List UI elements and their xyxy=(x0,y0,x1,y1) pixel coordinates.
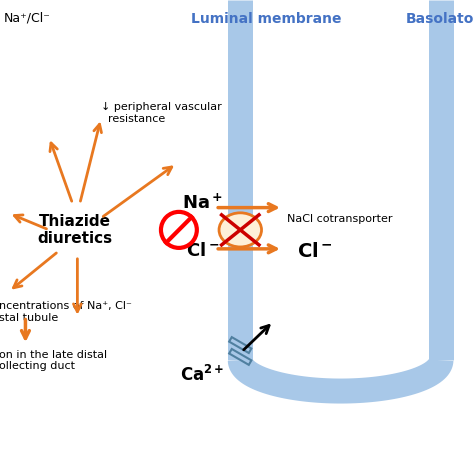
Text: NaCl cotransporter: NaCl cotransporter xyxy=(288,214,393,224)
Text: Luminal membrane: Luminal membrane xyxy=(191,12,341,26)
Text: ↓ peripheral vascular
  resistance: ↓ peripheral vascular resistance xyxy=(101,102,222,124)
Ellipse shape xyxy=(219,213,262,247)
Text: $\mathbf{Cl^-}$: $\mathbf{Cl^-}$ xyxy=(297,242,333,261)
Text: $\mathbf{Na^+}$: $\mathbf{Na^+}$ xyxy=(182,193,223,212)
Text: $\mathbf{Cl^-}$: $\mathbf{Cl^-}$ xyxy=(186,242,219,260)
Text: $\mathbf{Ca^{2+}}$: $\mathbf{Ca^{2+}}$ xyxy=(180,365,225,385)
Text: on in the late distal
ollecting duct: on in the late distal ollecting duct xyxy=(0,350,108,372)
Polygon shape xyxy=(229,337,251,353)
Text: Thiazide
diuretics: Thiazide diuretics xyxy=(37,214,113,246)
Text: ncentrations of Na⁺, Cl⁻
stal tubule: ncentrations of Na⁺, Cl⁻ stal tubule xyxy=(0,301,132,323)
Text: Basolato: Basolato xyxy=(406,12,474,26)
Text: Na⁺/Cl⁻: Na⁺/Cl⁻ xyxy=(4,12,51,25)
Polygon shape xyxy=(229,349,251,365)
